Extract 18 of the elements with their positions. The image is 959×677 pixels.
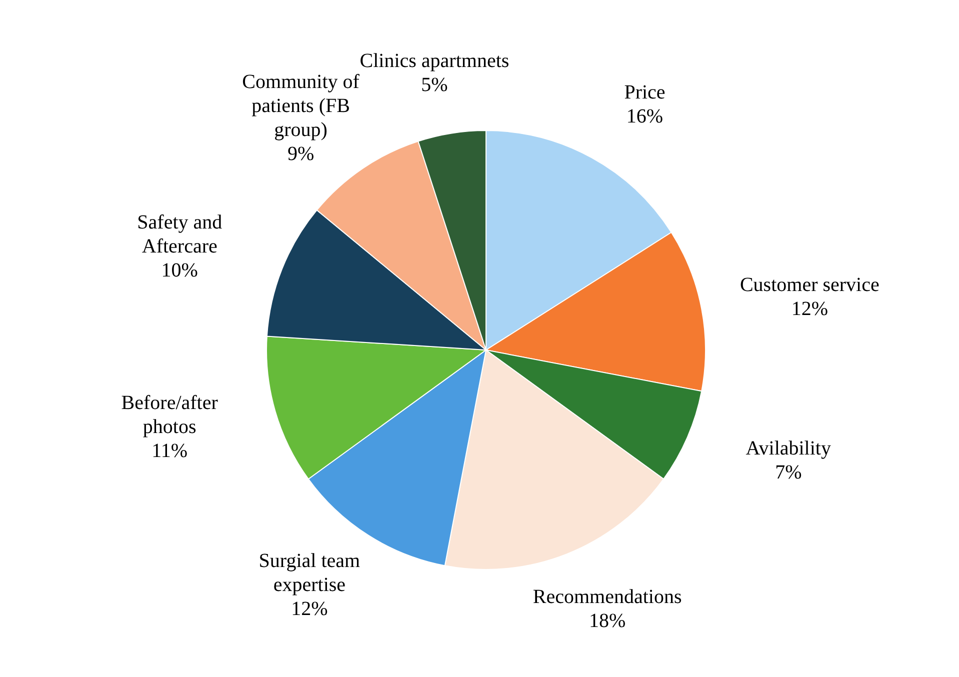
slice-label: Avilability xyxy=(746,437,831,460)
slice-label: Customer service xyxy=(740,274,880,296)
slice-label: Clinics apartmnets xyxy=(360,50,510,72)
data-label: 12% xyxy=(791,298,828,320)
slice-label: Community of patients (FB group) xyxy=(242,71,360,142)
slice-label: Before/after photos xyxy=(121,392,218,438)
slice-label: Surgial team expertise xyxy=(258,550,361,596)
data-label: 18% xyxy=(588,610,626,632)
data-label: 10% xyxy=(161,259,198,282)
slice-label: Price xyxy=(624,81,666,104)
data-label: 9% xyxy=(287,143,314,166)
data-label: 11% xyxy=(152,440,188,462)
data-label: 16% xyxy=(626,105,664,128)
data-label: 5% xyxy=(421,74,448,96)
slice-label: Recommendations xyxy=(532,586,682,608)
slice-label: Safety and Aftercare xyxy=(137,211,222,258)
data-label: 7% xyxy=(775,461,802,484)
data-label: 12% xyxy=(291,598,328,620)
